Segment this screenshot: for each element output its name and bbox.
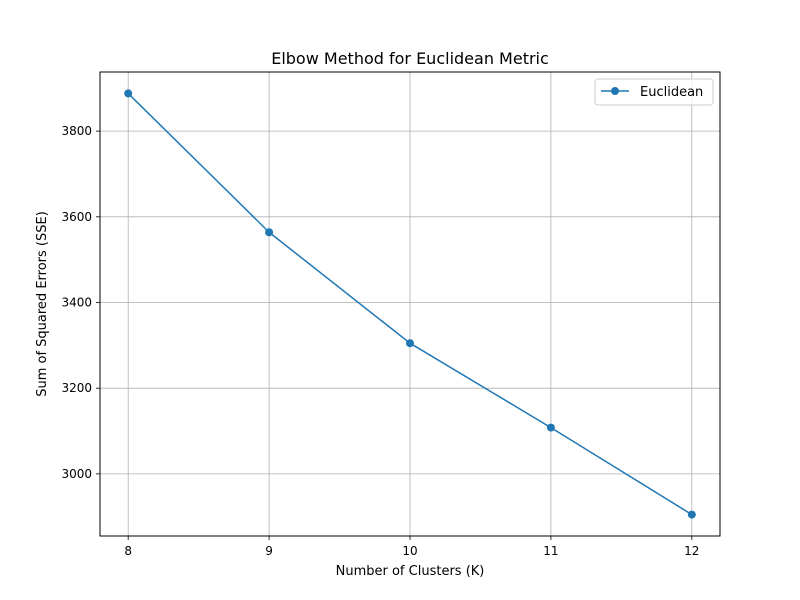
legend-label-euclidean: Euclidean xyxy=(640,85,703,100)
chart-title: Elbow Method for Euclidean Metric xyxy=(271,49,549,68)
x-axis-label: Number of Clusters (K) xyxy=(336,564,485,579)
legend: Euclidean xyxy=(594,78,714,106)
y-tick-label: 3200 xyxy=(61,381,92,395)
legend-box xyxy=(594,78,714,106)
y-axis-ticks: 3000 3200 3400 3600 3800 xyxy=(61,124,100,481)
grid xyxy=(100,72,720,536)
data-point xyxy=(687,510,696,519)
data-point xyxy=(546,423,555,432)
legend-marker-swatch xyxy=(611,87,619,95)
series-layer xyxy=(124,89,696,519)
x-axis-ticks: 8 9 10 11 12 xyxy=(124,536,699,558)
y-tick-label: 3600 xyxy=(61,210,92,224)
y-tick-label: 3000 xyxy=(61,467,92,481)
x-tick-label: 11 xyxy=(543,544,558,558)
y-axis-label: Sum of Squared Errors (SSE) xyxy=(35,211,50,397)
y-tick-label: 3400 xyxy=(61,296,92,310)
x-tick-label: 12 xyxy=(684,544,699,558)
data-point xyxy=(265,228,274,237)
y-tick-label: 3800 xyxy=(61,124,92,138)
data-point xyxy=(406,339,414,348)
x-tick-label: 8 xyxy=(124,544,132,558)
x-tick-label: 9 xyxy=(265,544,273,558)
data-point xyxy=(124,89,133,98)
x-tick-label: 10 xyxy=(402,544,417,558)
